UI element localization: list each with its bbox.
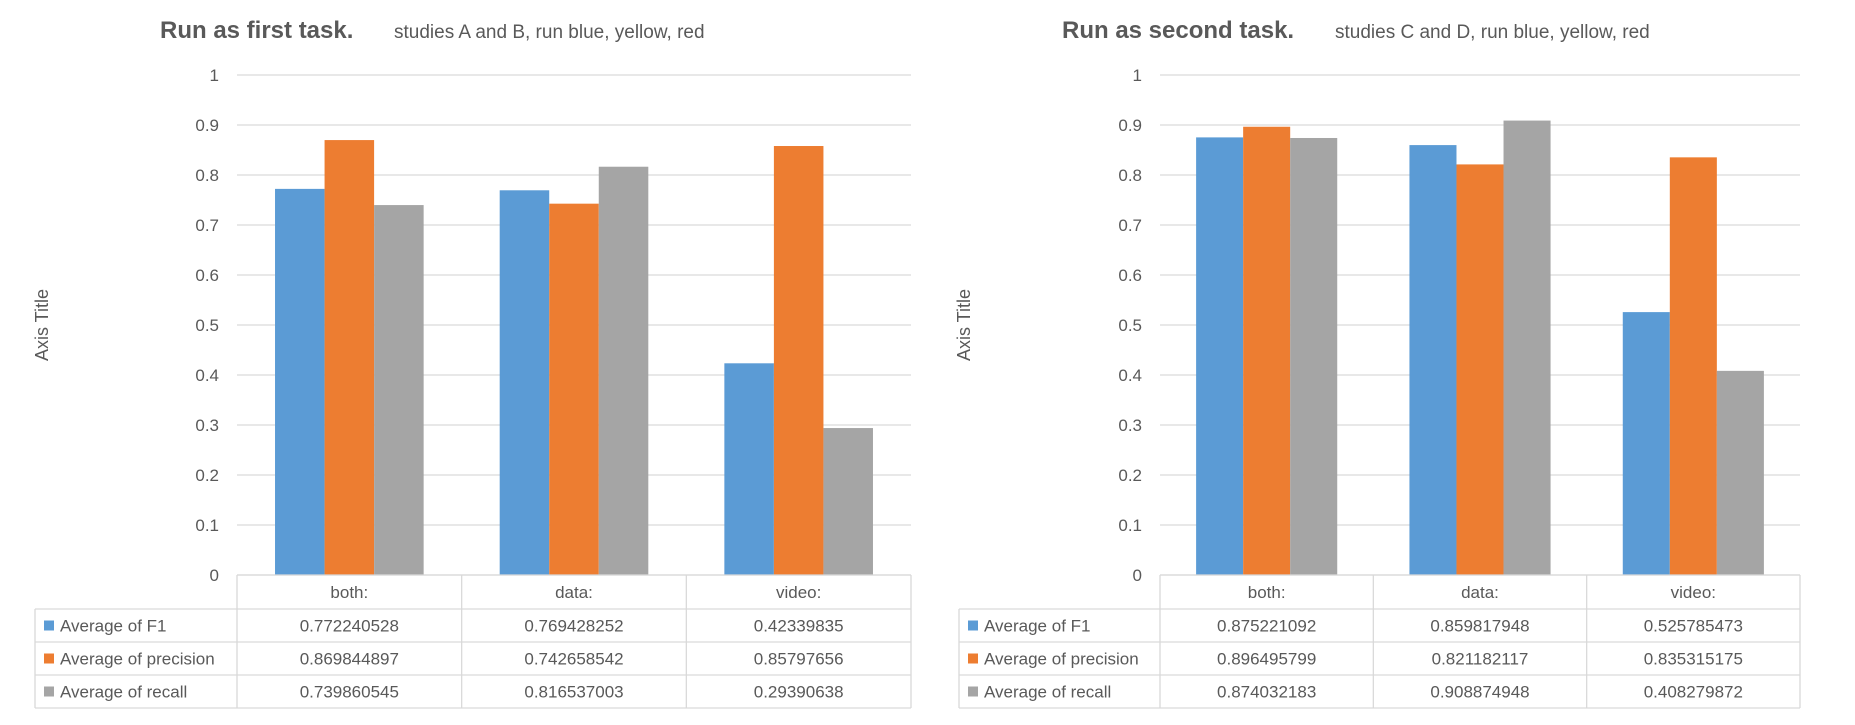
data-value-label: 0.874032183 bbox=[1217, 683, 1316, 702]
y-tick-label: 0.6 bbox=[1118, 266, 1142, 285]
chart-subtitle: studies A and B, run blue, yellow, red bbox=[394, 22, 705, 43]
bar-recall bbox=[1716, 370, 1764, 575]
series-name: Average of precision bbox=[984, 650, 1139, 669]
y-tick-label: 0.9 bbox=[195, 116, 219, 135]
y-tick-label: 0.3 bbox=[195, 416, 219, 435]
legend-key-precision bbox=[44, 653, 54, 664]
category-label: video: bbox=[1671, 583, 1716, 602]
chart-first-task: Run as first task. studies A and B, run … bbox=[32, 17, 912, 709]
bar-precision bbox=[1456, 164, 1504, 575]
data-value-label: 0.85797656 bbox=[754, 650, 844, 669]
series-name: Average of precision bbox=[60, 650, 215, 669]
y-tick-label: 1 bbox=[1133, 66, 1142, 85]
data-value-label: 0.742658542 bbox=[524, 650, 623, 669]
y-tick-label: 0.9 bbox=[1118, 116, 1142, 135]
chart-title-bold: Run as second task. bbox=[1062, 17, 1294, 44]
bar-precision bbox=[324, 140, 375, 575]
data-value-label: 0.859817948 bbox=[1430, 617, 1529, 636]
bar-f1 bbox=[1409, 145, 1457, 576]
chart-subtitle: studies C and D, run blue, yellow, red bbox=[1335, 22, 1650, 43]
legend-key-recall bbox=[44, 686, 54, 697]
bar-f1 bbox=[275, 188, 325, 575]
series-name: Average of recall bbox=[60, 683, 187, 702]
y-tick-label: 0.2 bbox=[1118, 466, 1142, 485]
bar-precision bbox=[773, 146, 824, 575]
data-value-label: 0.739860545 bbox=[300, 683, 399, 702]
y-tick-label: 0.7 bbox=[1118, 216, 1142, 235]
data-value-label: 0.408279872 bbox=[1644, 683, 1743, 702]
data-value-label: 0.29390638 bbox=[754, 683, 844, 702]
data-value-label: 0.525785473 bbox=[1644, 617, 1743, 636]
data-value-label: 0.908874948 bbox=[1430, 683, 1529, 702]
y-tick-label: 0.1 bbox=[1118, 516, 1142, 535]
bar-f1 bbox=[499, 190, 550, 575]
bar-recall bbox=[1290, 137, 1338, 576]
data-value-label: 0.769428252 bbox=[524, 617, 623, 636]
data-value-label: 0.835315175 bbox=[1644, 650, 1743, 669]
bar-f1 bbox=[724, 363, 774, 575]
y-tick-label: 0.5 bbox=[195, 316, 219, 335]
series-name: Average of F1 bbox=[60, 617, 166, 636]
bar-recall bbox=[823, 428, 873, 575]
category-label: data: bbox=[555, 583, 593, 602]
data-value-label: 0.875221092 bbox=[1217, 617, 1316, 636]
y-tick-label: 0.4 bbox=[195, 366, 219, 385]
chart-second-task: Run as second task. studies C and D, run… bbox=[954, 17, 1801, 709]
y-tick-label: 0.5 bbox=[1118, 316, 1142, 335]
category-label: data: bbox=[1461, 583, 1499, 602]
legend-key-f1 bbox=[968, 620, 978, 631]
y-tick-label: 0.4 bbox=[1118, 366, 1142, 385]
category-label: video: bbox=[776, 583, 821, 602]
bar-precision bbox=[549, 203, 599, 576]
y-tick-label: 0.1 bbox=[195, 516, 219, 535]
bar-recall bbox=[598, 166, 649, 575]
data-value-label: 0.772240528 bbox=[300, 617, 399, 636]
bar-recall bbox=[1503, 120, 1551, 575]
legend-key-recall bbox=[968, 686, 978, 697]
y-tick-label: 0.6 bbox=[195, 266, 219, 285]
bar-precision bbox=[1243, 126, 1291, 575]
legend-key-f1 bbox=[44, 620, 54, 631]
y-tick-label: 0.3 bbox=[1118, 416, 1142, 435]
y-tick-label: 0 bbox=[1133, 566, 1142, 585]
bar-f1 bbox=[1622, 312, 1670, 575]
category-label: both: bbox=[1248, 583, 1286, 602]
y-tick-label: 0.2 bbox=[195, 466, 219, 485]
data-value-label: 0.869844897 bbox=[300, 650, 399, 669]
chart-title-bold: Run as first task. bbox=[160, 17, 353, 44]
data-value-label: 0.896495799 bbox=[1217, 650, 1316, 669]
category-label: both: bbox=[330, 583, 368, 602]
y-tick-label: 0 bbox=[210, 566, 219, 585]
legend-key-precision bbox=[968, 653, 978, 664]
y-tick-label: 0.7 bbox=[195, 216, 219, 235]
bar-precision bbox=[1669, 157, 1717, 575]
y-axis-title: Axis Title bbox=[32, 289, 52, 361]
data-value-label: 0.816537003 bbox=[524, 683, 623, 702]
series-name: Average of recall bbox=[984, 683, 1111, 702]
data-value-label: 0.42339835 bbox=[754, 617, 844, 636]
y-tick-label: 1 bbox=[210, 66, 219, 85]
y-tick-label: 0.8 bbox=[1118, 166, 1142, 185]
bar-recall bbox=[374, 205, 424, 575]
bar-f1 bbox=[1196, 137, 1244, 575]
data-value-label: 0.821182117 bbox=[1432, 650, 1529, 669]
y-axis-title: Axis Title bbox=[954, 289, 974, 361]
y-tick-label: 0.8 bbox=[195, 166, 219, 185]
series-name: Average of F1 bbox=[984, 617, 1090, 636]
